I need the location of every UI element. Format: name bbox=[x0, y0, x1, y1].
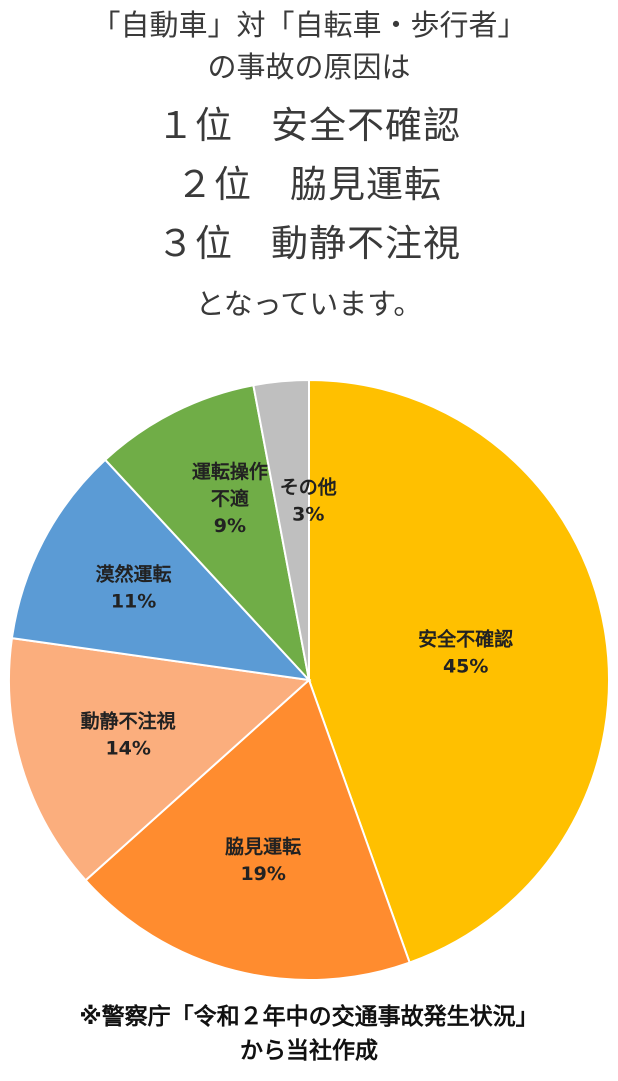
pie-slice-4 bbox=[10, 458, 312, 682]
slice-label-4: 漠然運転 11% bbox=[96, 562, 172, 612]
slice-category-label: 安全不確認 bbox=[418, 627, 513, 650]
slice-percent-label: 19% bbox=[240, 862, 285, 884]
slice-percent-label: 3% bbox=[292, 503, 324, 525]
rank-2-line: ２位 脇見運転 bbox=[176, 163, 442, 206]
pie-slice-3 bbox=[7, 637, 312, 882]
header-line-6: となっています。 bbox=[195, 287, 423, 321]
pie-labels: 安全不確認 45% 脇見運転 19% 動静不注視 14% 漠然運転 11% 運転操作不適 9% その… bbox=[81, 460, 514, 885]
slice-percent-label: 14% bbox=[105, 737, 150, 759]
slice-category-label: 動静不注視 bbox=[81, 709, 176, 732]
slice-category-label: 脇見運転 bbox=[225, 834, 301, 857]
source-note-line-2: から当社作成 bbox=[240, 1038, 378, 1064]
slice-percent-label: 9% bbox=[214, 515, 246, 537]
slice-percent-label: 45% bbox=[443, 655, 488, 677]
slice-label-5: 運転操作不適 9% bbox=[192, 460, 268, 537]
slice-category-label: 不適 bbox=[211, 487, 249, 510]
slice-category-label: 運転操作 bbox=[192, 460, 268, 483]
slice-label-6: その他 3% bbox=[280, 475, 337, 525]
pie-slice-5 bbox=[103, 384, 311, 684]
slice-category-label: その他 bbox=[280, 475, 337, 498]
pie-slice-1 bbox=[308, 378, 611, 964]
slice-label-2: 脇見運転 19% bbox=[225, 834, 301, 884]
rank-1-line: １位 安全不確認 bbox=[157, 104, 461, 147]
pie-chart-svg: 安全不確認 45% 脇見運転 19% 動静不注視 14% 漠然運転 11% 運転操作不適 9% その… bbox=[7, 378, 611, 981]
source-note: ※警察庁「令和２年中の交通事故発生状況」 から当社作成 bbox=[0, 1000, 618, 1068]
header-line-1: 「自動車」対「自転車・歩行者」 bbox=[91, 8, 527, 42]
rank-3-line: ３位 動静不注視 bbox=[157, 222, 461, 265]
slice-label-1: 安全不確認 45% bbox=[418, 627, 513, 677]
slice-label-3: 動静不注視 14% bbox=[81, 709, 176, 759]
pie-chart: 安全不確認 45% 脇見運転 19% 動静不注視 14% 漠然運転 11% 運転操作不適 9% その… bbox=[0, 370, 618, 990]
header-line-2: の事故の原因は bbox=[207, 50, 411, 84]
source-note-line-1: ※警察庁「令和２年中の交通事故発生状況」 bbox=[79, 1004, 539, 1030]
slice-category-label: 漠然運転 bbox=[96, 562, 172, 585]
pie-slices bbox=[7, 378, 611, 981]
chart-header: 「自動車」対「自転車・歩行者」 の事故の原因は １位 安全不確認 ２位 脇見運転… bbox=[0, 0, 618, 325]
pie-slice-6 bbox=[252, 378, 310, 681]
pie-slice-2 bbox=[84, 678, 411, 981]
slice-percent-label: 11% bbox=[111, 590, 156, 612]
